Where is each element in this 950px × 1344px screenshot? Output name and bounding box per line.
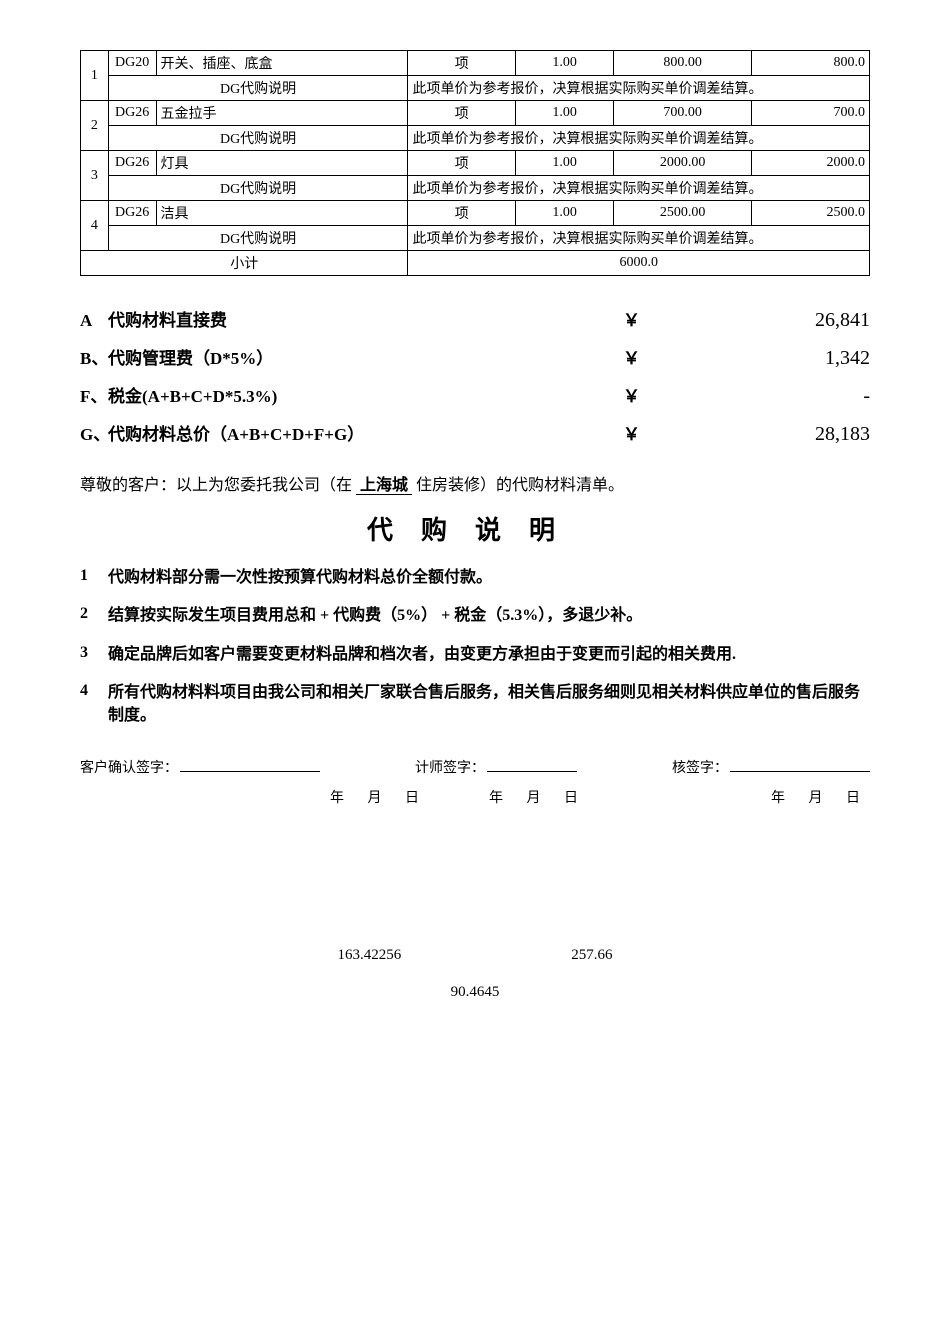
row-idx: 4: [81, 201, 109, 251]
item-code: DG20: [108, 51, 156, 76]
note-number: 1: [80, 567, 108, 585]
footer-numbers: 163.42256 257.66 90.4645: [80, 947, 870, 1001]
date-row: 年 月 日 年 月 日 年 月 日: [80, 787, 870, 807]
desc-text: 此项单价为参考报价，决算根据实际购买单价调差结算。: [408, 126, 870, 151]
summary-letter: A: [80, 311, 108, 331]
item-code: DG26: [108, 201, 156, 226]
summary-amount: 26,841: [750, 309, 870, 332]
notes-list: 1代购材料部分需一次性按预算代购材料总价全额付款。2结算按实际发生项目费用总和 …: [80, 567, 870, 727]
item-qty: 1.00: [516, 51, 614, 76]
footer-n1: 163.42256: [338, 947, 402, 964]
summary-currency: ￥: [623, 382, 640, 407]
summary-letter: B、: [80, 344, 108, 369]
subtotal-label: 小计: [81, 251, 408, 276]
summary-currency: ￥: [623, 306, 640, 331]
item-price: 2000.00: [614, 151, 752, 176]
note-text: 所有代购材料料项目由我公司和相关厂家联合售后服务，相关售后服务细则见相关材料供应…: [108, 682, 870, 727]
item-price: 2500.00: [614, 201, 752, 226]
customer-sign-line: [180, 758, 320, 772]
summary-amount: 1,342: [750, 347, 870, 370]
customer-note: 尊敬的客户：以上为您委托我公司（在 上海城 住房装修）的代购材料清单。: [80, 471, 870, 495]
item-name: 开关、插座、底盒: [156, 51, 408, 76]
item-unit: 项: [408, 201, 516, 226]
item-unit: 项: [408, 101, 516, 126]
item-qty: 1.00: [516, 101, 614, 126]
item-price: 700.00: [614, 101, 752, 126]
row-idx: 3: [81, 151, 109, 201]
summary-letter: G、: [80, 420, 108, 445]
auditor-sign-label: 核签字：: [672, 757, 728, 777]
row-idx: 1: [81, 51, 109, 101]
item-amount: 700.0: [751, 101, 869, 126]
item-code: DG26: [108, 101, 156, 126]
section-title: 代购说明: [80, 510, 870, 547]
summary-currency: ￥: [623, 344, 640, 369]
customer-suffix: 住房装修）的代购材料清单。: [416, 477, 624, 494]
date-2: 年 月 日: [489, 787, 588, 807]
designer-sign-label: 计师签字：: [415, 757, 485, 777]
item-unit: 项: [408, 151, 516, 176]
item-qty: 1.00: [516, 201, 614, 226]
summary-amount: -: [750, 385, 870, 408]
subtotal-value: 6000.0: [408, 251, 870, 276]
auditor-sign-line: [730, 758, 870, 772]
item-amount: 2500.0: [751, 201, 869, 226]
summary-label: 代购材料总价（A+B+C+D+F+G）: [108, 420, 364, 445]
item-unit: 项: [408, 51, 516, 76]
project-name: 上海城: [356, 477, 412, 495]
summary-currency: ￥: [623, 420, 640, 445]
signature-row: 客户确认签字： 计师签字： 核签字：: [80, 757, 870, 777]
summary-amount: 28,183: [750, 423, 870, 446]
desc-text: 此项单价为参考报价，决算根据实际购买单价调差结算。: [408, 76, 870, 101]
footer-n3: 90.4645: [451, 984, 500, 1000]
desc-label: DG代购说明: [108, 176, 408, 201]
purchase-items-table: 1DG20开关、插座、底盒项1.00800.00800.0DG代购说明此项单价为…: [80, 50, 870, 276]
note-text: 确定品牌后如客户需要变更材料品牌和档次者，由变更方承担由于变更而引起的相关费用.: [108, 644, 870, 666]
summary-label: 代购管理费（D*5%）: [108, 344, 273, 369]
note-number: 4: [80, 682, 108, 700]
item-amount: 800.0: [751, 51, 869, 76]
customer-sign-label: 客户确认签字：: [80, 757, 178, 777]
item-amount: 2000.0: [751, 151, 869, 176]
summary-section: A代购材料直接费 ￥ 26,841 B、代购管理费（D*5%） ￥ 1,342 F、税金(A…: [80, 306, 870, 446]
summary-letter: F、: [80, 382, 108, 407]
summary-label: 代购材料直接费: [108, 306, 227, 331]
desc-text: 此项单价为参考报价，决算根据实际购买单价调差结算。: [408, 226, 870, 251]
row-idx: 2: [81, 101, 109, 151]
note-text: 结算按实际发生项目费用总和 + 代购费（5%） + 税金（5.3%），多退少补。: [108, 605, 870, 627]
note-number: 3: [80, 644, 108, 662]
item-code: DG26: [108, 151, 156, 176]
item-name: 五金拉手: [156, 101, 408, 126]
note-text: 代购材料部分需一次性按预算代购材料总价全额付款。: [108, 567, 870, 589]
item-name: 灯具: [156, 151, 408, 176]
item-qty: 1.00: [516, 151, 614, 176]
summary-label: 税金(A+B+C+D*5.3%): [108, 382, 277, 407]
desc-label: DG代购说明: [108, 76, 408, 101]
customer-prefix: 尊敬的客户：以上为您委托我公司（在: [80, 477, 352, 494]
date-1: 年 月 日: [330, 787, 429, 807]
note-number: 2: [80, 605, 108, 623]
desc-label: DG代购说明: [108, 226, 408, 251]
designer-sign-line: [487, 758, 577, 772]
date-3: 年 月 日: [771, 787, 870, 807]
item-price: 800.00: [614, 51, 752, 76]
desc-label: DG代购说明: [108, 126, 408, 151]
item-name: 洁具: [156, 201, 408, 226]
desc-text: 此项单价为参考报价，决算根据实际购买单价调差结算。: [408, 176, 870, 201]
footer-n2: 257.66: [571, 947, 612, 964]
